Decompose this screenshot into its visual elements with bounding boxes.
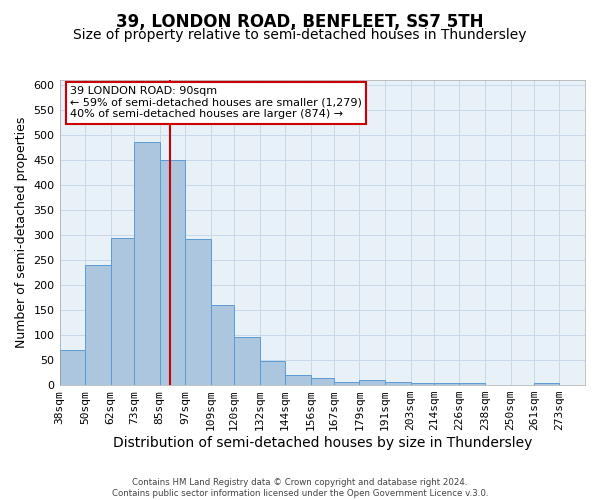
Bar <box>110 238 134 385</box>
Text: Size of property relative to semi-detached houses in Thundersley: Size of property relative to semi-detach… <box>73 28 527 42</box>
Bar <box>234 337 260 385</box>
Bar <box>211 304 234 385</box>
Bar <box>160 160 185 385</box>
Bar <box>185 238 211 385</box>
Bar <box>460 382 485 385</box>
Bar <box>311 378 334 385</box>
Y-axis label: Number of semi-detached properties: Number of semi-detached properties <box>15 117 28 348</box>
Bar <box>59 350 85 385</box>
Bar <box>534 382 559 385</box>
Bar <box>285 374 311 385</box>
Text: 39 LONDON ROAD: 90sqm
← 59% of semi-detached houses are smaller (1,279)
40% of s: 39 LONDON ROAD: 90sqm ← 59% of semi-deta… <box>70 86 362 120</box>
Bar <box>434 382 460 385</box>
Bar <box>334 382 359 385</box>
Bar <box>134 142 160 385</box>
Bar <box>260 361 285 385</box>
Bar <box>85 265 110 385</box>
Bar <box>410 382 434 385</box>
Text: Contains HM Land Registry data © Crown copyright and database right 2024.
Contai: Contains HM Land Registry data © Crown c… <box>112 478 488 498</box>
X-axis label: Distribution of semi-detached houses by size in Thundersley: Distribution of semi-detached houses by … <box>113 436 532 450</box>
Bar <box>359 380 385 385</box>
Text: 39, LONDON ROAD, BENFLEET, SS7 5TH: 39, LONDON ROAD, BENFLEET, SS7 5TH <box>116 12 484 30</box>
Bar <box>385 382 410 385</box>
